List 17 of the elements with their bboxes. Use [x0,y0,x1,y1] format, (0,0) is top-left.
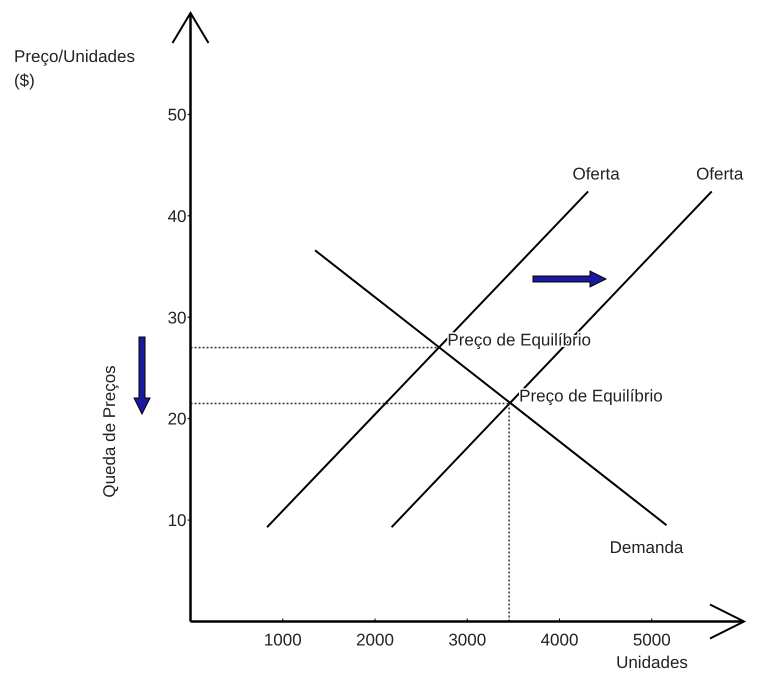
series-label: Demanda [610,538,684,558]
x-tick-label: 1000 [264,630,302,650]
x-tick-label: 2000 [356,630,394,650]
x-tick-label: 5000 [632,630,671,650]
series-label: Oferta [572,164,620,184]
series-label: Oferta [696,164,744,184]
y-axis-title: Preço/Unidades ($) [14,47,135,90]
annotation: Preço de Equilíbrio [519,386,663,406]
x-axis-title: Unidades [616,653,688,672]
y-tick-label: 50 [168,105,186,124]
y-tick-label: 40 [168,206,186,226]
x-tick-label: 3000 [448,630,486,650]
text: Queda de Preços [100,365,119,498]
y-tick-label: 20 [168,410,186,429]
y-tick-label: 10 [168,511,186,530]
x-tick-label: 4000 [540,630,578,650]
y-tick-label: 30 [168,308,186,328]
